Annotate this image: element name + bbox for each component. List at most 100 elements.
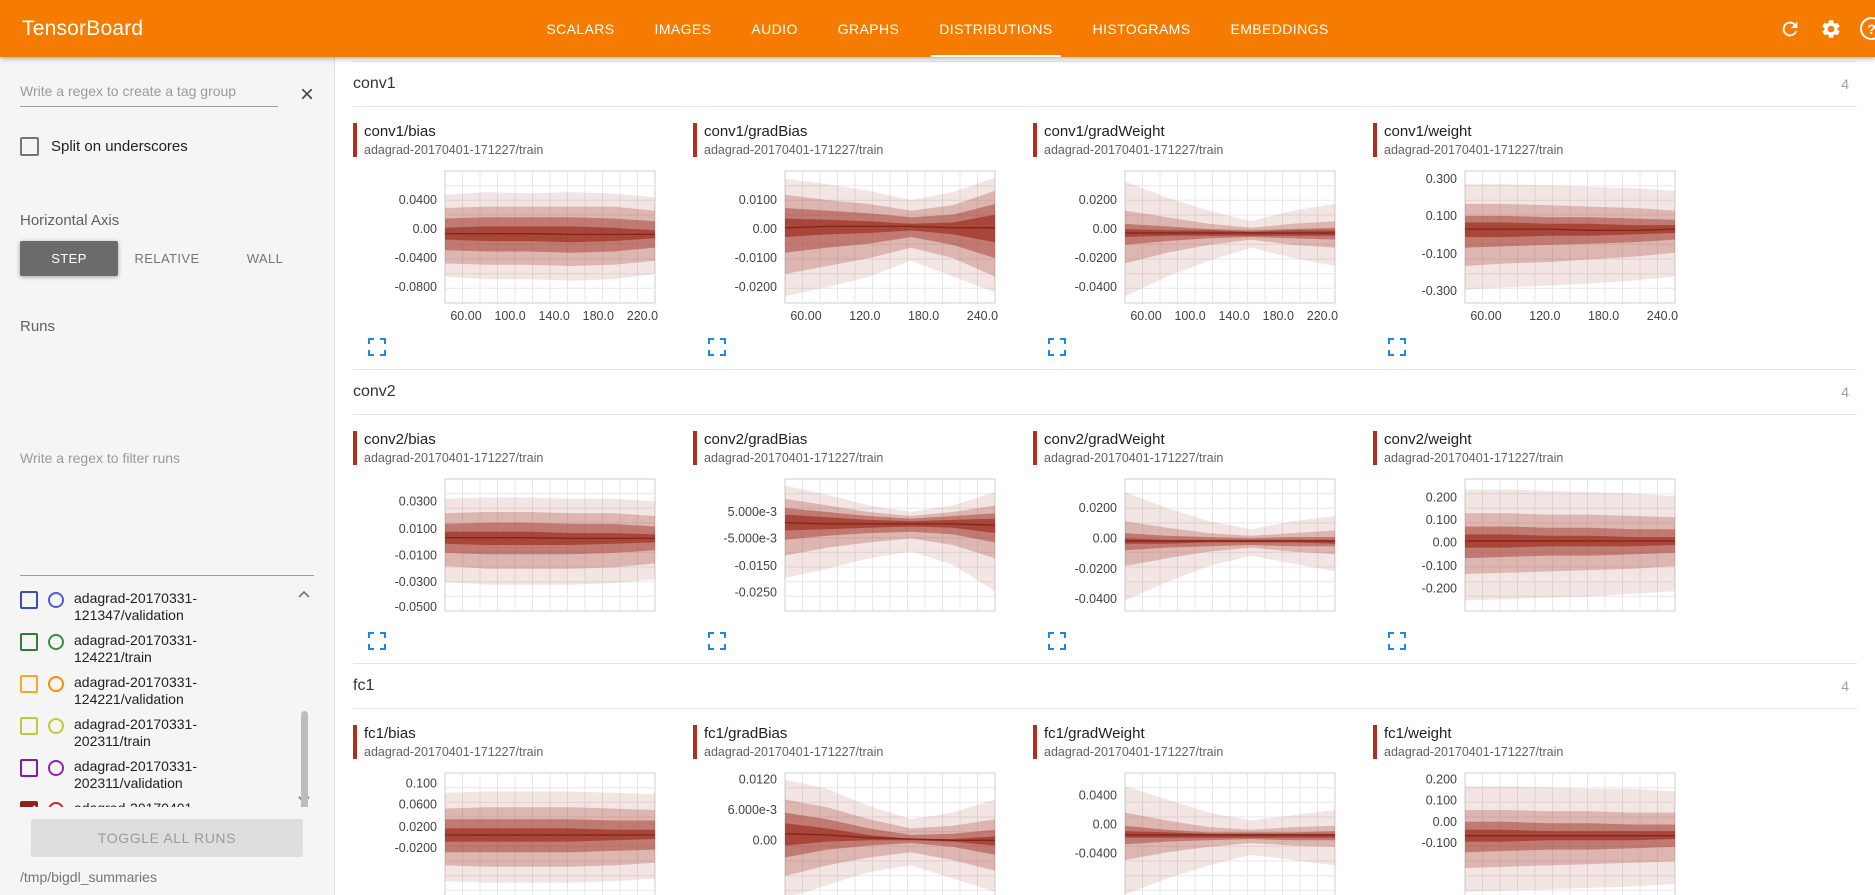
- chart-title-block: conv1/weight adagrad-20170401-171227/trai…: [1373, 123, 1698, 157]
- run-checkbox[interactable]: [20, 675, 38, 693]
- distribution-chart[interactable]: 0.0400 0.00 -0.0400: [1033, 767, 1341, 895]
- tab-histograms[interactable]: HISTOGRAMS: [1092, 20, 1191, 37]
- run-label: adagrad-20170331-124221/train: [74, 632, 197, 665]
- chart-card-conv2-gradWeight: conv2/gradWeight adagrad-20170401-171227/…: [1033, 431, 1358, 655]
- run-checkbox[interactable]: [20, 717, 38, 735]
- tab-scalars[interactable]: SCALARS: [546, 20, 615, 37]
- chart-run-name: adagrad-20170401-171227/train: [1384, 451, 1564, 465]
- run-solo-radio[interactable]: [48, 676, 64, 692]
- split-underscores-checkbox[interactable]: [20, 137, 39, 156]
- expand-chart-icon[interactable]: [1387, 631, 1407, 651]
- chart-card-fc1-gradBias: fc1/gradBias adagrad-20170401-171227/trai…: [693, 725, 1018, 895]
- chart-run-name: adagrad-20170401-171227/train: [1044, 745, 1224, 759]
- tab-images[interactable]: IMAGES: [654, 20, 712, 37]
- tab-embeddings[interactable]: EMBEDDINGS: [1230, 20, 1329, 37]
- run-checkbox[interactable]: [20, 801, 38, 807]
- svg-text:180.0: 180.0: [583, 309, 614, 323]
- toggle-all-runs-button[interactable]: TOGGLE ALL RUNS: [31, 819, 303, 857]
- expand-chart-icon[interactable]: [1047, 337, 1067, 357]
- run-checkbox[interactable]: [20, 633, 38, 651]
- run-row[interactable]: adagrad-20170331-124221/validation: [20, 670, 268, 712]
- scroll-up-icon[interactable]: [296, 588, 312, 600]
- run-solo-radio[interactable]: [48, 718, 64, 734]
- section-header-fc1[interactable]: fc1 4: [353, 663, 1857, 709]
- run-solo-radio[interactable]: [48, 802, 64, 807]
- expand-chart-icon[interactable]: [367, 631, 387, 651]
- expand-chart-icon[interactable]: [1047, 631, 1067, 651]
- run-row[interactable]: adagrad-20170331-124221/train: [20, 628, 268, 670]
- svg-text:-0.100: -0.100: [1422, 247, 1457, 261]
- run-solo-radio[interactable]: [48, 760, 64, 776]
- distribution-chart[interactable]: 0.0200 0.00 -0.0200 -0.0400: [1033, 473, 1341, 621]
- chart-title: conv2/gradBias: [704, 431, 808, 448]
- tab-distributions[interactable]: DISTRIBUTIONS: [919, 0, 1072, 57]
- distribution-chart[interactable]: 0.0400 0.00 -0.0400 -0.0800 60.00 100.0 140.0 1…: [353, 165, 661, 327]
- chart-title: conv1/bias: [364, 123, 436, 140]
- svg-text:140.0: 140.0: [539, 309, 570, 323]
- close-icon[interactable]: ×: [299, 81, 314, 108]
- distribution-chart[interactable]: 0.0200 0.00 -0.0200 -0.0400 60.00 100.0 140.0 1…: [1033, 165, 1341, 327]
- distribution-chart[interactable]: 0.200 0.100 0.00 -0.100: [1373, 767, 1681, 895]
- axis-button-wall[interactable]: WALL: [246, 251, 284, 266]
- chart-card-fc1-weight: fc1/weight adagrad-20170401-171227/train 0…: [1373, 725, 1698, 895]
- svg-text:240.0: 240.0: [1647, 309, 1678, 323]
- run-row[interactable]: adagrad-20170331-121347/validation: [20, 586, 268, 628]
- axis-button-relative[interactable]: RELATIVE: [134, 251, 200, 266]
- section-header-conv2[interactable]: conv2 4: [353, 369, 1857, 415]
- refresh-icon[interactable]: [1778, 17, 1802, 41]
- help-icon[interactable]: ?: [1860, 17, 1875, 40]
- charts-row: fc1/bias adagrad-20170401-171227/train 0.1…: [353, 709, 1857, 895]
- run-checkbox[interactable]: [20, 591, 38, 609]
- distribution-chart[interactable]: 0.200 0.100 0.00 -0.100 -0.200: [1373, 473, 1681, 621]
- runs-filter-input[interactable]: [20, 341, 314, 576]
- distribution-chart[interactable]: 0.0120 6.000e-3 0.00: [693, 767, 1001, 895]
- distribution-chart[interactable]: 5.000e-3 -5.000e-3 -0.0150 -0.0250: [693, 473, 1001, 621]
- chart-run-name: adagrad-20170401-171227/train: [704, 745, 884, 759]
- distribution-chart[interactable]: 0.300 0.100 -0.100 -0.300 60.00 120.0 180.0 240…: [1373, 165, 1681, 327]
- distribution-chart[interactable]: 0.100 0.0600 0.0200 -0.0200: [353, 767, 661, 895]
- run-color-bar: [1373, 431, 1377, 465]
- tag-filter-input[interactable]: [20, 77, 278, 107]
- chart-title-block: conv2/gradWeight adagrad-20170401-171227/…: [1033, 431, 1358, 465]
- svg-text:0.00: 0.00: [1093, 818, 1117, 832]
- chart-run-name: adagrad-20170401-171227/train: [1384, 143, 1564, 157]
- run-row[interactable]: adagrad-20170401-171227/train: [20, 796, 268, 807]
- tab-audio[interactable]: AUDIO: [751, 20, 798, 37]
- runs-scrollbar-thumb[interactable]: [301, 711, 308, 807]
- section-chart-count: 4: [1841, 678, 1849, 694]
- expand-chart-icon[interactable]: [707, 631, 727, 651]
- svg-text:0.0120: 0.0120: [739, 773, 777, 787]
- split-underscores-row[interactable]: Split on underscores: [20, 137, 314, 156]
- section-header-conv1[interactable]: conv1 4: [353, 61, 1857, 107]
- chart-card-conv1-weight: conv1/weight adagrad-20170401-171227/trai…: [1373, 123, 1698, 361]
- expand-chart-icon[interactable]: [707, 337, 727, 357]
- tag-group-fc1: fc1 4 fc1/bias adagrad-20170401-171227/trai…: [353, 663, 1857, 895]
- svg-text:0.200: 0.200: [1426, 773, 1457, 787]
- chart-title-block: conv1/bias adagrad-20170401-171227/train: [353, 123, 678, 157]
- svg-text:0.100: 0.100: [1426, 209, 1457, 223]
- svg-text:-0.0400: -0.0400: [395, 251, 437, 265]
- svg-text:-0.300: -0.300: [1422, 284, 1457, 298]
- run-row[interactable]: adagrad-20170331-202311/validation: [20, 754, 268, 796]
- run-solo-radio[interactable]: [48, 634, 64, 650]
- settings-icon[interactable]: [1819, 17, 1843, 41]
- svg-text:0.00: 0.00: [753, 222, 777, 236]
- chart-title-block: fc1/bias adagrad-20170401-171227/train: [353, 725, 678, 759]
- svg-text:-0.0400: -0.0400: [1075, 280, 1117, 294]
- run-row[interactable]: adagrad-20170331-202311/train: [20, 712, 268, 754]
- run-solo-radio[interactable]: [48, 592, 64, 608]
- run-checkbox[interactable]: [20, 759, 38, 777]
- axis-button-step[interactable]: STEP: [20, 241, 118, 276]
- run-color-bar: [1033, 123, 1037, 157]
- tab-graphs[interactable]: GRAPHS: [837, 20, 900, 37]
- svg-text:0.0200: 0.0200: [399, 820, 437, 834]
- chart-card-conv2-gradBias: conv2/gradBias adagrad-20170401-171227/tr…: [693, 431, 1018, 655]
- svg-text:0.00: 0.00: [1093, 222, 1117, 236]
- distribution-chart[interactable]: 0.0300 0.0100 -0.0100 -0.0300 -0.0500: [353, 473, 661, 621]
- horizontal-axis-label: Horizontal Axis: [20, 212, 120, 229]
- expand-chart-icon[interactable]: [367, 337, 387, 357]
- distribution-chart[interactable]: 0.0100 0.00 -0.0100 -0.0200 60.00 120.0 180.0 2…: [693, 165, 1001, 327]
- expand-chart-icon[interactable]: [1387, 337, 1407, 357]
- svg-text:60.00: 60.00: [790, 309, 821, 323]
- chart-run-name: adagrad-20170401-171227/train: [704, 451, 884, 465]
